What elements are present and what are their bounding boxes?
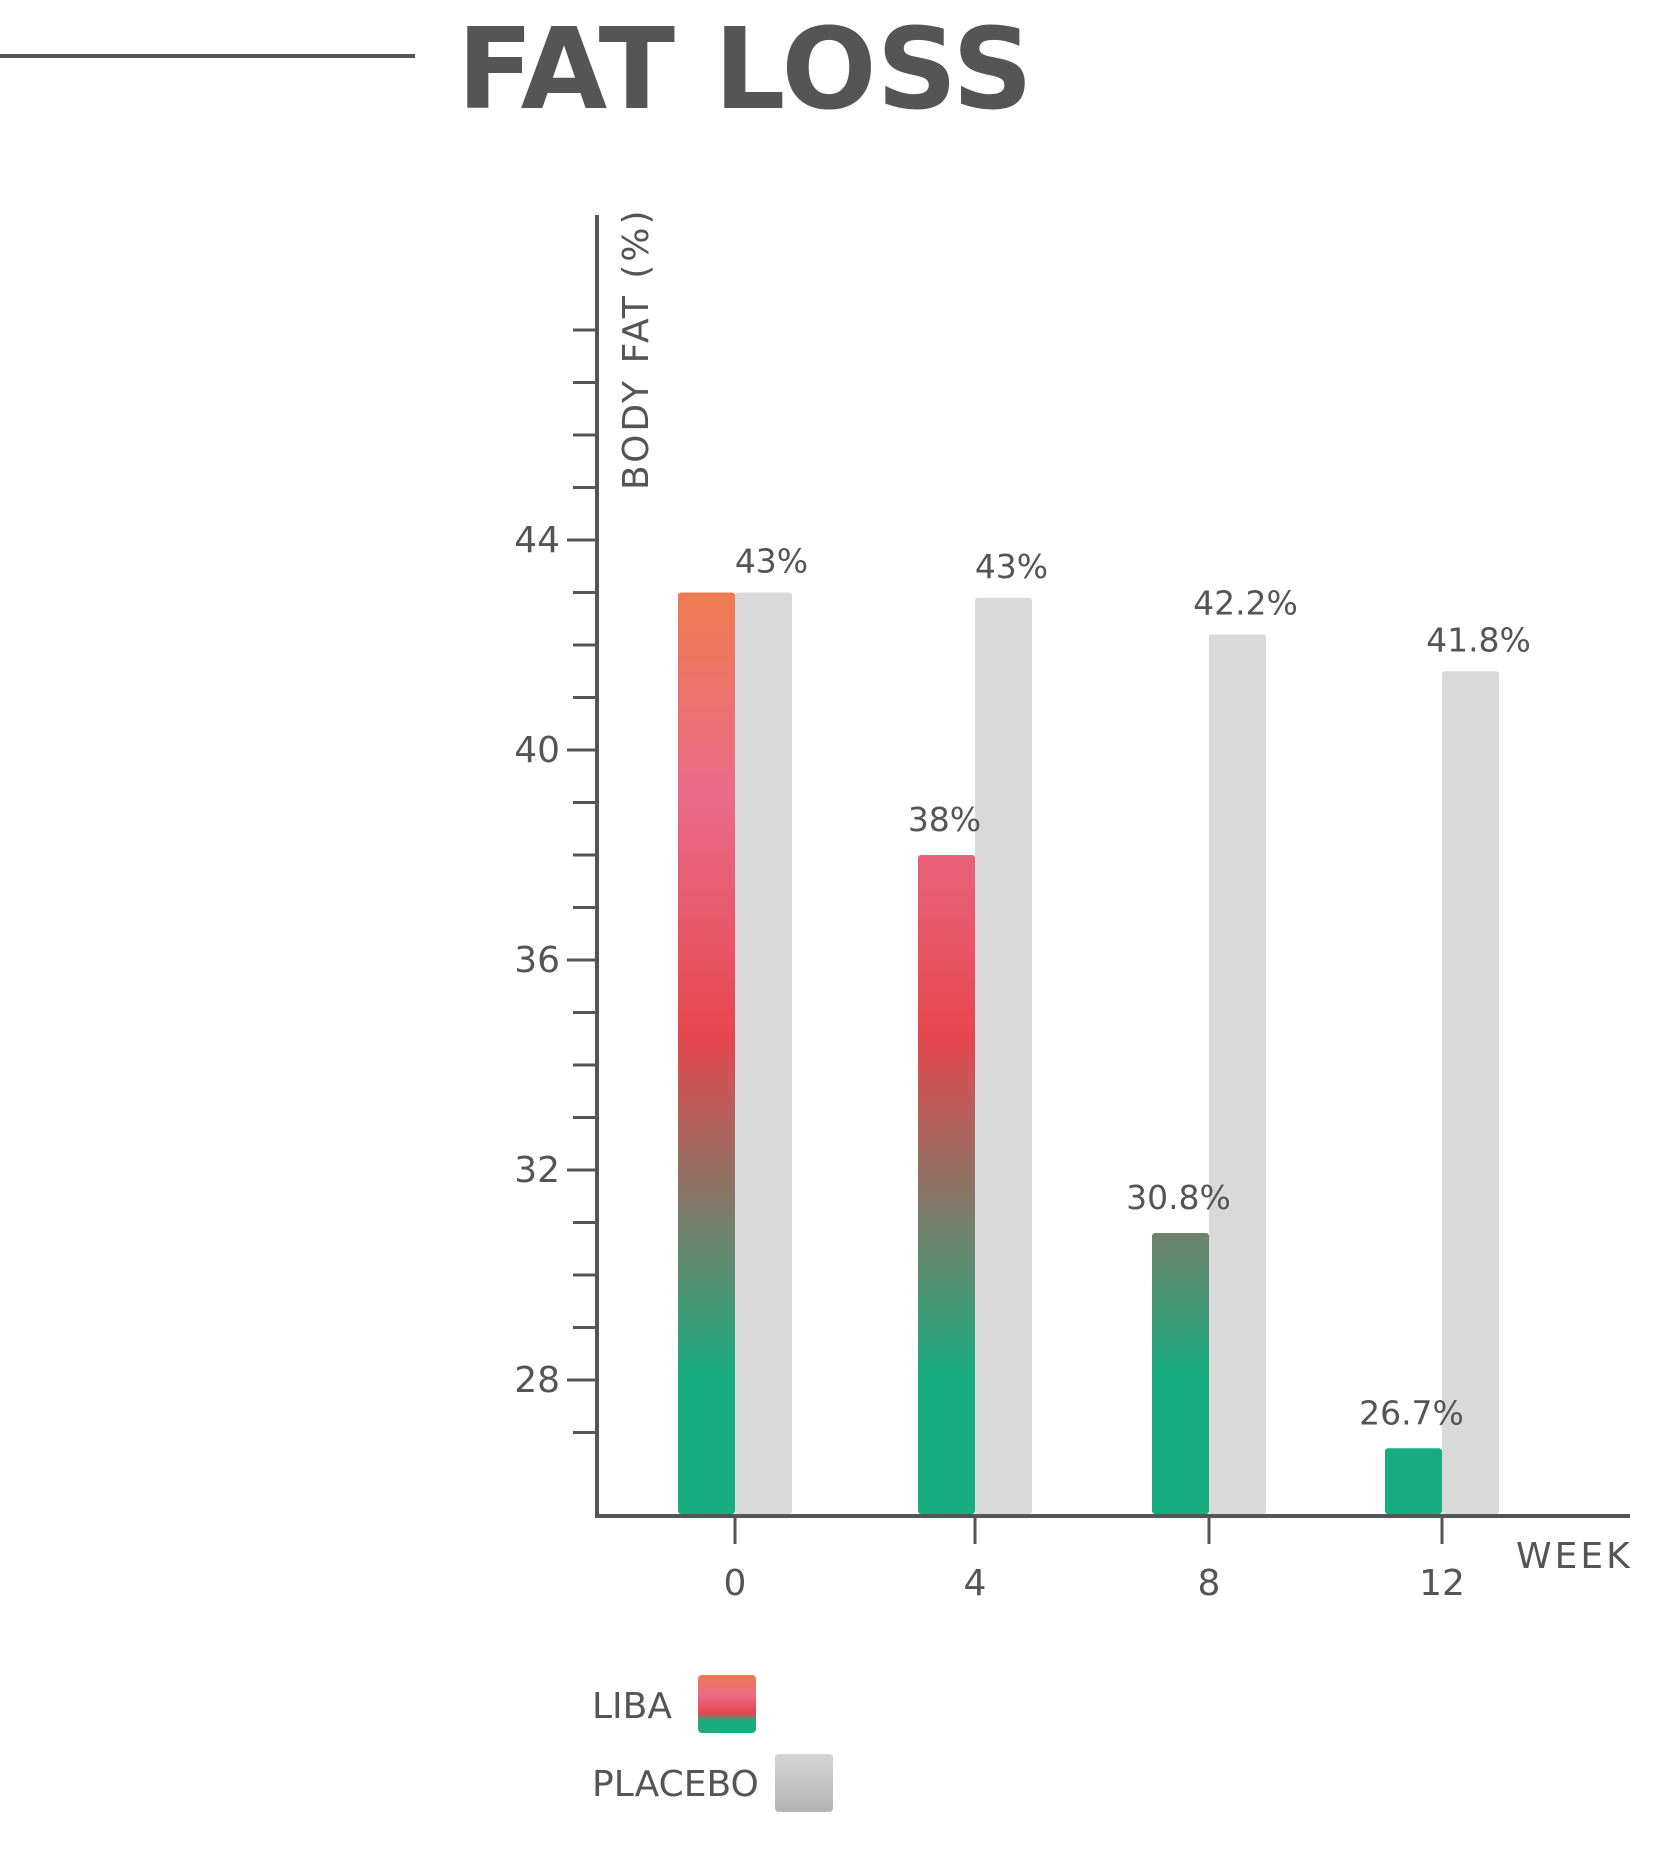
x-axis-label: WEEK <box>1516 1536 1633 1577</box>
data-label-placebo: 42.2% <box>1193 584 1298 623</box>
bar-placebo <box>1442 671 1499 1514</box>
legend-label-liba: LIBA <box>592 1686 672 1727</box>
y-axis-label: BODY FAT (%) <box>616 207 657 490</box>
legend: LIBA PLACEBO <box>592 1675 833 1812</box>
bars-group <box>678 592 1499 1514</box>
legend-label-placebo: PLACEBO <box>592 1764 759 1805</box>
y-tick-label: 36 <box>514 940 560 981</box>
y-tick-label: 40 <box>514 730 560 771</box>
bar-liba <box>678 592 735 1514</box>
x-tick-label: 4 <box>964 1563 987 1604</box>
bar-placebo <box>975 597 1032 1514</box>
data-label-placebo: 43% <box>735 542 808 581</box>
y-tick-label: 44 <box>514 520 560 561</box>
data-label-placebo: 43% <box>975 547 1048 586</box>
legend-swatch-placebo <box>775 1754 833 1812</box>
x-tick-label: 8 <box>1198 1563 1221 1604</box>
bar-placebo <box>1209 634 1266 1514</box>
x-tick-label: 0 <box>724 1563 747 1604</box>
x-tick-label: 12 <box>1419 1563 1465 1604</box>
data-label-liba: 30.8% <box>1126 1178 1231 1217</box>
data-label-placebo: 41.8% <box>1426 620 1531 659</box>
chart-title: FAT LOSS <box>457 5 1033 135</box>
data-labels-group: 43% 38% 43% 30.8% 42.2% 26.7% 41.8% <box>735 542 1531 1433</box>
bar-liba <box>1152 1233 1209 1514</box>
y-tick-label: 28 <box>514 1360 560 1401</box>
bar-liba <box>918 855 975 1514</box>
data-label-liba: 26.7% <box>1359 1393 1464 1432</box>
legend-swatch-liba <box>698 1675 756 1733</box>
bar-liba <box>1385 1448 1442 1514</box>
y-tick-label: 32 <box>514 1150 560 1191</box>
y-ticks-group: 28 32 36 40 44 <box>514 328 597 1434</box>
x-ticks-group: 0 4 8 12 <box>724 1516 1465 1604</box>
data-label-liba: 38% <box>908 800 981 839</box>
bar-placebo <box>735 592 792 1514</box>
